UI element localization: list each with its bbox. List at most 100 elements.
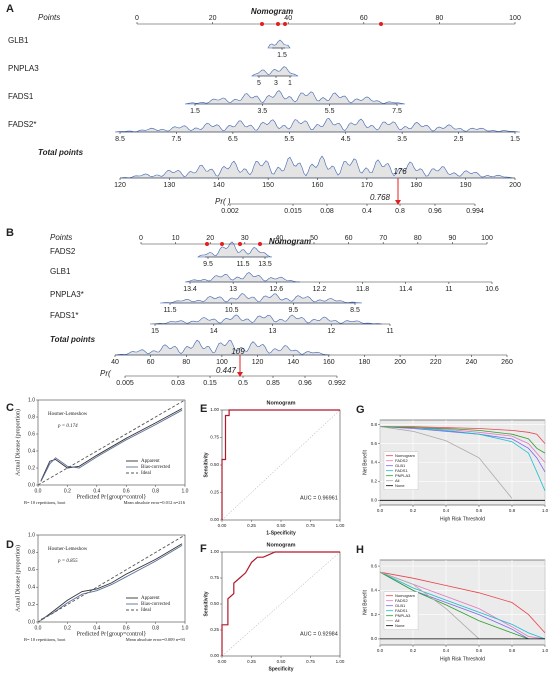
- y-tick-label: 0.4: [28, 585, 35, 591]
- legend-label: Bias-corrected: [141, 465, 171, 470]
- reference-line: [221, 409, 341, 521]
- tick-label: 260: [501, 359, 513, 366]
- tick-label: 14: [210, 328, 218, 335]
- density: [159, 293, 363, 304]
- panel-label: E: [200, 403, 207, 415]
- total-points-label: 176: [393, 167, 407, 176]
- legend-label: FADS2: [395, 458, 408, 463]
- legend-label: Apparent: [141, 459, 160, 464]
- x-tick-label: 0.8: [509, 508, 516, 513]
- tick-label: 40: [111, 359, 119, 366]
- legend-label: All: [395, 478, 400, 483]
- y-tick-label: 0.75: [210, 575, 219, 580]
- y-tick-label: 0.0: [371, 497, 378, 502]
- x-tick-label: 0.25: [247, 659, 256, 664]
- tick-label: 13: [229, 286, 237, 293]
- auc-label: AUC = 0.96961: [300, 495, 338, 501]
- tick-label: 7.5: [392, 108, 402, 115]
- x-axis-label: High Risk Threshold: [440, 516, 485, 522]
- tick-label: 1: [288, 80, 292, 87]
- x-tick-label: 0.00: [218, 659, 227, 664]
- x-tick-label: 0.8: [152, 625, 159, 631]
- tick-label: 80: [182, 359, 190, 366]
- row-label: GLB1: [50, 267, 71, 276]
- net-benefit-line: [380, 426, 546, 444]
- tick-label: 0.8: [395, 208, 405, 215]
- x-tick-label: 0.6: [123, 488, 130, 494]
- y-tick-label: 0.00: [210, 653, 219, 658]
- annotation: Hosmer-Lemeshow: [48, 547, 88, 552]
- y-tick-label: 1.0: [28, 532, 35, 538]
- x-axis-label: High Risk Threshold: [440, 656, 485, 662]
- p-value: p = 0.174: [57, 424, 78, 429]
- tick-label: 100: [216, 359, 228, 366]
- point-marker: [220, 242, 224, 246]
- y-tick-label: 0.2: [371, 612, 378, 617]
- panel-label: H: [356, 544, 364, 556]
- tick-label: 190: [460, 182, 472, 189]
- tick-label: 40: [284, 15, 292, 22]
- tick-label: 11: [386, 328, 393, 335]
- tick-label: 0.002: [221, 208, 239, 215]
- x-tick-label: 0.00: [218, 523, 227, 528]
- tick-label: 12.6: [269, 286, 283, 293]
- tick-label: 15: [151, 328, 159, 335]
- legend-label: FADS2: [395, 598, 408, 603]
- x-axis-label: 1-Specificity: [266, 530, 296, 536]
- point-marker: [258, 242, 262, 246]
- tick-label: 3.5: [257, 108, 267, 115]
- y-tick-label: 1.0: [28, 397, 35, 403]
- panel-label: B: [6, 227, 14, 239]
- probability-label: 0.447: [216, 366, 237, 375]
- footnote: Mean absolute error=0.012 n=216: [123, 500, 185, 505]
- p-value: p = 0.855: [57, 559, 78, 564]
- tick-label: 160: [312, 182, 324, 189]
- tick-label: 160: [323, 359, 335, 366]
- tick-label: 13.4: [183, 286, 197, 293]
- tick-label: 20: [209, 15, 217, 22]
- y-tick-label: 0.8: [28, 550, 35, 556]
- density: [149, 314, 383, 325]
- panel-label: G: [356, 404, 365, 416]
- point-marker: [276, 22, 280, 26]
- tick-label: 12: [327, 328, 335, 335]
- y-tick-label: 0.4: [371, 588, 378, 593]
- tick-label: 80: [436, 15, 444, 22]
- y-axis-label: Sensitivity: [203, 591, 209, 616]
- x-tick-label: 0.2: [410, 508, 417, 513]
- tick-label: 0.15: [203, 380, 217, 387]
- tick-label: 13.5: [258, 261, 272, 268]
- x-tick-label: 0.4: [93, 488, 100, 494]
- x-tick-label: 0.75: [306, 659, 315, 664]
- tick-label: 1.5: [510, 136, 520, 143]
- y-tick-label: 0.50: [210, 601, 219, 606]
- x-tick-label: 0.6: [476, 648, 483, 653]
- tick-label: 0.96: [298, 380, 312, 387]
- legend-label: FADS1: [395, 468, 408, 473]
- panel-label: C: [6, 402, 14, 414]
- y-axis-label: Net Benefit: [362, 450, 368, 475]
- tick-label: 50: [310, 235, 318, 242]
- tick-label: 0.4: [362, 208, 372, 215]
- x-tick-label: 0.2: [64, 488, 71, 494]
- tick-label: 100: [481, 235, 493, 242]
- tick-label: 9.5: [203, 261, 213, 268]
- chart-title: Nomogram: [269, 237, 311, 246]
- tick-label: 180: [410, 182, 422, 189]
- net-benefit-line: [379, 426, 513, 499]
- density: [184, 272, 301, 283]
- tick-label: 3.5: [397, 136, 407, 143]
- tick-label: 240: [466, 359, 478, 366]
- row-label: PNPLA3*: [50, 290, 84, 299]
- tick-label: 10: [172, 235, 180, 242]
- roc-curve: [221, 551, 340, 656]
- footnote: Mean absolute error=0.009 n=93: [126, 637, 186, 642]
- x-tick-label: 1.0: [182, 625, 189, 631]
- panel-label: F: [200, 543, 207, 555]
- y-tick-label: 0.25: [210, 627, 219, 632]
- calibration-line: [40, 409, 183, 482]
- tick-label: 130: [164, 182, 176, 189]
- x-tick-label: 1.00: [336, 659, 345, 664]
